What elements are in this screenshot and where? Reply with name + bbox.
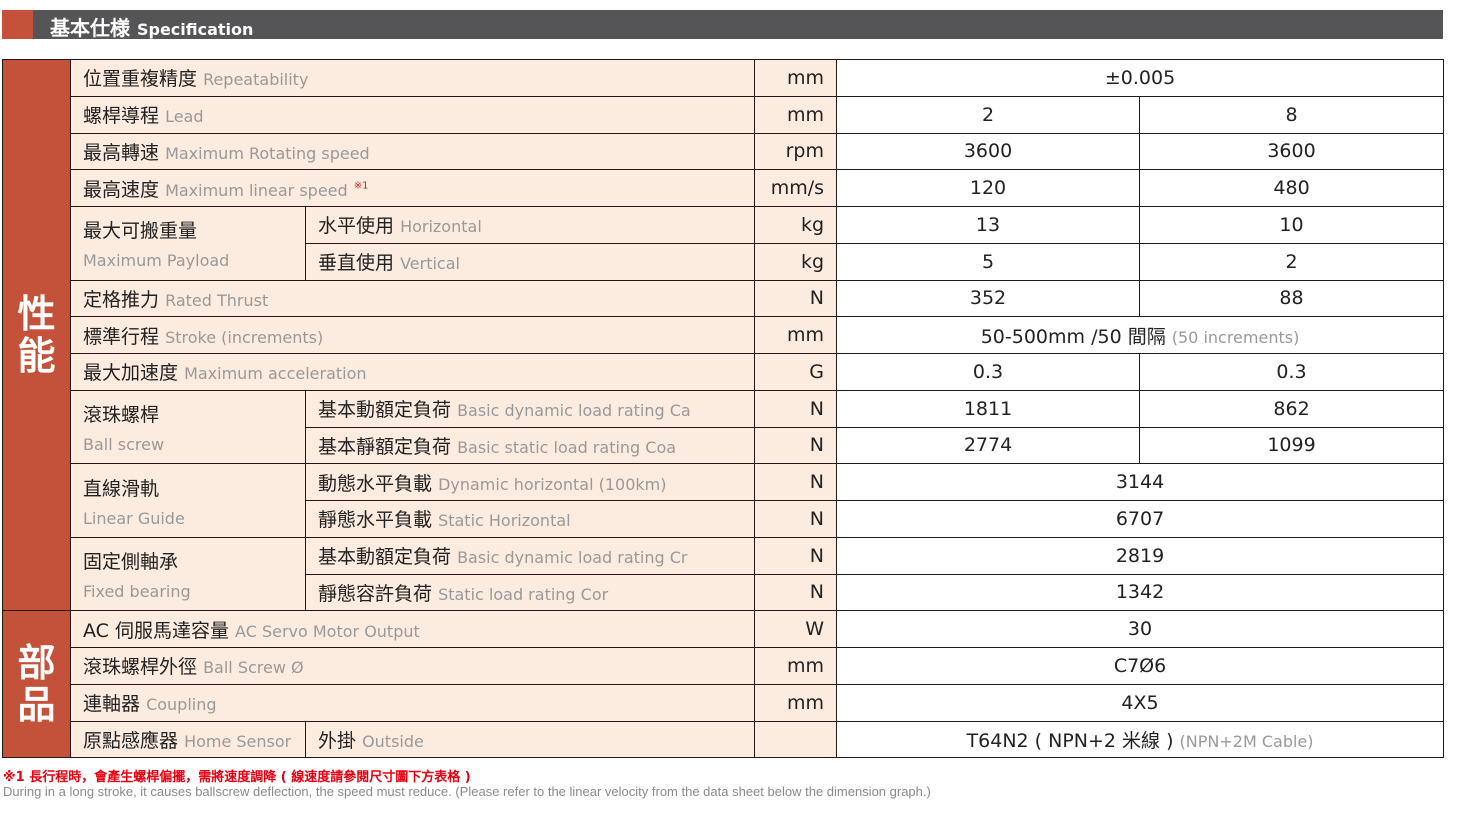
value: 352 bbox=[836, 279, 1141, 318]
value: 120 bbox=[836, 169, 1141, 207]
table-row: 最高轉速 Maximum Rotating speed rpm 3600 360… bbox=[3, 132, 1445, 171]
section-title: 基本仕様 Specification bbox=[50, 16, 254, 40]
unit: kg bbox=[754, 242, 838, 281]
table-row: 最高速度 Maximum linear speed ※1 mm/s 120 48… bbox=[3, 169, 1445, 207]
table-row: 部品 AC 伺服馬達容量 AC Servo Motor Output W 30 bbox=[2, 610, 1445, 759]
label-horizontal: 水平使用 Horizontal bbox=[304, 206, 756, 244]
table-row: 螺桿導程 Lead mm 2 8 bbox=[3, 95, 1445, 134]
table-row: 靜態容許負荷 Static load rating Cor N 1342 bbox=[3, 573, 1445, 612]
value: 0.3 bbox=[836, 353, 1141, 391]
table-row: 基本靜額定負荷 Basic static load rating Coa N 2… bbox=[3, 426, 1445, 465]
value: 2819 bbox=[836, 536, 1445, 575]
value: T64N2 ( NPN+2 米線 ) (NPN+2M Cable) bbox=[836, 720, 1445, 759]
table-row: 靜態水平負載 Static Horizontal N 6707 bbox=[3, 500, 1445, 538]
label-thrust: 定格推力 Rated Thrust bbox=[69, 279, 756, 318]
unit: N bbox=[754, 426, 838, 465]
footnote-zh: ※1 長行程時，會產生螺桿偏擺，需將速度調降 ( 線速度請參閱尺寸圖下方表格 ) bbox=[3, 770, 471, 785]
value: 3600 bbox=[836, 132, 1141, 171]
table-row: 連軸器 Coupling mm 4X5 bbox=[3, 683, 1445, 722]
footnote-en: During in a long stroke, it causes balls… bbox=[3, 784, 931, 799]
label-ballscrew-static: 基本靜額定負荷 Basic static load rating Coa bbox=[304, 426, 756, 465]
value: ±0.005 bbox=[836, 59, 1445, 97]
value: 10 bbox=[1139, 206, 1445, 244]
value: 5 bbox=[836, 242, 1141, 281]
value: 2774 bbox=[836, 426, 1141, 465]
value: 4X5 bbox=[836, 683, 1445, 722]
table-row: 固定側軸承 Fixed bearing 基本動額定負荷 Basic dynamic… bbox=[3, 536, 1445, 612]
label-payload: 最大可搬重量 Maximum Payload bbox=[70, 206, 306, 281]
value: 6707 bbox=[836, 500, 1445, 538]
unit: mm bbox=[754, 59, 838, 97]
unit: mm bbox=[754, 95, 838, 134]
table-row: 定格推力 Rated Thrust N 352 88 bbox=[3, 279, 1445, 318]
unit: mm bbox=[754, 316, 838, 354]
spec-table: 性能 位置重複精度 Repeatability mm ±0.005 螺桿導程 L… bbox=[2, 58, 1445, 759]
table-row: 性能 位置重複精度 Repeatability mm ±0.005 bbox=[2, 58, 1445, 612]
unit: N bbox=[754, 389, 838, 428]
unit: N bbox=[754, 500, 838, 538]
label-lead: 螺桿導程 Lead bbox=[69, 95, 756, 134]
value: 13 bbox=[836, 206, 1141, 244]
value: 862 bbox=[1139, 389, 1445, 428]
table-row: 直線滑軌 Linear Guide 動態水平負載 Dynamic horizont… bbox=[3, 463, 1445, 538]
unit: mm bbox=[754, 683, 838, 722]
label-ballscrew: 滾珠螺桿 Ball screw bbox=[70, 389, 306, 465]
table-row: 滾珠螺桿 Ball screw 基本動額定負荷 Basic dynamic loa… bbox=[3, 389, 1445, 465]
group-parts: 部品 bbox=[2, 610, 71, 759]
unit: mm/s bbox=[754, 169, 838, 207]
label-guide: 直線滑軌 Linear Guide bbox=[70, 463, 306, 538]
label-guide-static: 靜態水平負載 Static Horizontal bbox=[304, 500, 756, 538]
value: 2 bbox=[836, 95, 1141, 134]
label-stroke: 標準行程 Stroke (increments) bbox=[69, 316, 756, 354]
label-vertical: 垂直使用 Vertical bbox=[304, 242, 756, 281]
table-row: 最大加速度 Maximum acceleration G 0.3 0.3 bbox=[3, 353, 1445, 391]
label-repeatability: 位置重複精度 Repeatability bbox=[69, 59, 756, 97]
header-accent bbox=[2, 10, 33, 39]
group-performance: 性能 bbox=[2, 58, 71, 612]
unit: N bbox=[754, 463, 838, 501]
label-rot-speed: 最高轉速 Maximum Rotating speed bbox=[69, 132, 756, 171]
value: 8 bbox=[1139, 95, 1445, 134]
table-row: 滾珠螺桿外徑 Ball Screw Ø mm C7Ø6 bbox=[3, 647, 1445, 685]
value: 3144 bbox=[836, 463, 1445, 501]
unit: W bbox=[754, 610, 838, 648]
label-accel: 最大加速度 Maximum acceleration bbox=[69, 353, 756, 391]
value: 0.3 bbox=[1139, 353, 1445, 391]
footnote-mark: ※1 bbox=[353, 180, 369, 192]
label-guide-dynamic: 動態水平負載 Dynamic horizontal (100km) bbox=[304, 463, 756, 501]
unit: G bbox=[754, 353, 838, 391]
value: 88 bbox=[1139, 279, 1445, 318]
unit: kg bbox=[754, 206, 838, 244]
label-sensor-outside: 外掛 Outside bbox=[304, 720, 756, 759]
value: 1342 bbox=[836, 573, 1445, 612]
label-motor: AC 伺服馬達容量 AC Servo Motor Output bbox=[69, 610, 756, 648]
value: 2 bbox=[1139, 242, 1445, 281]
label-bearing: 固定側軸承 Fixed bearing bbox=[70, 536, 306, 612]
value: 3600 bbox=[1139, 132, 1445, 171]
label-lin-speed: 最高速度 Maximum linear speed ※1 bbox=[69, 169, 756, 207]
value: 480 bbox=[1139, 169, 1445, 207]
unit: N bbox=[754, 573, 838, 612]
label-screw-dia: 滾珠螺桿外徑 Ball Screw Ø bbox=[69, 647, 756, 685]
value: 30 bbox=[836, 610, 1445, 648]
value: 1099 bbox=[1139, 426, 1445, 465]
unit bbox=[754, 720, 838, 759]
label-bearing-static: 靜態容許負荷 Static load rating Cor bbox=[304, 573, 756, 612]
label-coupling: 連軸器 Coupling bbox=[69, 683, 756, 722]
value: C7Ø6 bbox=[836, 647, 1445, 685]
value: 1811 bbox=[836, 389, 1141, 428]
table-row: 最大可搬重量 Maximum Payload 水平使用 Horizontal kg… bbox=[3, 206, 1445, 281]
label-bearing-dynamic: 基本動額定負荷 Basic dynamic load rating Cr bbox=[304, 536, 756, 575]
section-header: 基本仕様 Specification bbox=[2, 10, 1443, 40]
unit: N bbox=[754, 279, 838, 318]
unit: mm bbox=[754, 647, 838, 685]
table-row: 垂直使用 Vertical kg 5 2 bbox=[3, 242, 1445, 281]
table-row: 標準行程 Stroke (increments) mm 50-500mm /50… bbox=[3, 316, 1445, 354]
unit: rpm bbox=[754, 132, 838, 171]
unit: N bbox=[754, 536, 838, 575]
label-sensor: 原點感應器 Home Sensor bbox=[70, 720, 306, 759]
value: 50-500mm /50 間隔 (50 increments) bbox=[836, 316, 1445, 354]
label-ballscrew-dynamic: 基本動額定負荷 Basic dynamic load rating Ca bbox=[304, 389, 756, 428]
table-row: 原點感應器 Home Sensor 外掛 Outside T64N2 ( NPN… bbox=[3, 720, 1445, 759]
